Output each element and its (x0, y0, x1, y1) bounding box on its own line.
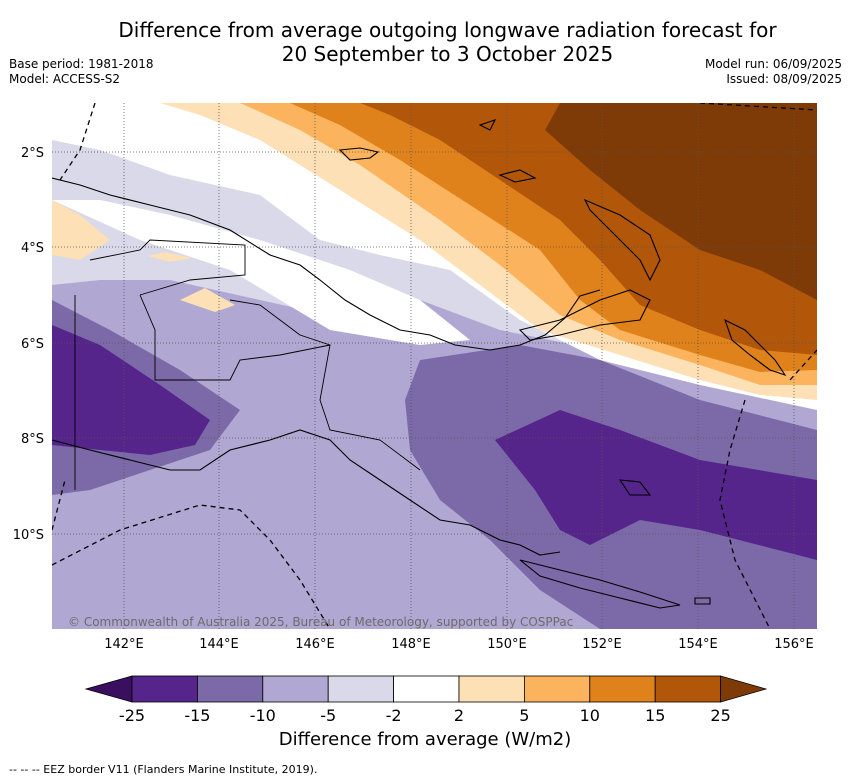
lon-label: 144°E (199, 637, 239, 652)
band-minus25-minus15-east (495, 410, 817, 560)
latitude-labels: 2°S 4°S 6°S 8°S 10°S (13, 146, 44, 543)
model-name: Model: ACCESS-S2 (9, 72, 121, 86)
colorbar-segment (327, 675, 395, 703)
lat-label: 6°S (21, 337, 44, 352)
lon-label: 142°E (104, 637, 144, 652)
colorbar: -25 -15 -10 -5 -2 2 5 10 15 25 (84, 675, 768, 725)
colorbar-tick-label: 10 (580, 706, 600, 725)
colorbar-segment (393, 675, 460, 703)
colorbar-segment (654, 675, 722, 703)
meta-right: Model run: 06/09/2025 Issued: 08/09/2025 (705, 57, 842, 87)
colorbar-tick-label: -15 (184, 706, 210, 725)
colorbar-extend-low (84, 675, 133, 703)
lon-label: 154°E (678, 637, 718, 652)
colorbar-segment (589, 675, 656, 703)
base-period: Base period: 1981-2018 (9, 57, 154, 71)
west-pale-orange-patch-2 (180, 288, 235, 312)
lon-label: 150°E (487, 637, 527, 652)
colorbar-tick-label: -2 (386, 706, 402, 725)
colorbar-tick-label: -25 (119, 706, 145, 725)
credit-text: © Commonwealth of Australia 2025, Bureau… (68, 615, 573, 629)
eez-border (52, 103, 817, 629)
band-minus25-minus15-west (52, 325, 210, 455)
map-title-line1: Difference from average outgoing longwav… (118, 18, 777, 42)
lat-label: 8°S (21, 432, 44, 447)
map-title-line2: 20 September to 3 October 2025 (281, 42, 614, 66)
colorbar-segment (262, 675, 329, 703)
coastline (52, 119, 787, 609)
colorbar-tick-label: 25 (710, 706, 730, 725)
colorbar-title: Difference from average (W/m2) (278, 729, 572, 750)
colorbar-tick-label: 15 (645, 706, 665, 725)
colorbar-extend-high (720, 675, 768, 703)
band-neutral-stripe (52, 200, 470, 345)
model-run: Model run: 06/09/2025 (704, 57, 842, 71)
colorbar-segment (131, 675, 198, 703)
lon-label: 152°E (582, 637, 622, 652)
colorbar-segment (524, 675, 591, 703)
lat-label: 4°S (21, 241, 44, 256)
colorbar-tick-label: -5 (320, 706, 336, 725)
lat-label: 2°S (21, 146, 44, 161)
lon-label: 148°E (391, 637, 431, 652)
colorbar-tick-label: 5 (519, 706, 529, 725)
colorbar-segment (458, 675, 525, 703)
lon-label: 156°E (774, 637, 814, 652)
meta-left: Base period: 1981-2018 Model: ACCESS-S2 (9, 57, 154, 87)
west-pale-orange-patch (52, 200, 110, 260)
province-borders (74, 239, 421, 490)
eez-footer-note: -- -- -- EEZ border V11 (Flanders Marine… (9, 763, 318, 776)
colorbar-tick-label: 2 (454, 706, 464, 725)
band-minus10-minus5-south (52, 290, 600, 629)
graticule (52, 103, 817, 629)
lat-label: 10°S (13, 528, 44, 543)
map-title: Difference from average outgoing longwav… (95, 18, 800, 66)
anomaly-field: © Commonwealth of Australia 2025, Bureau… (52, 103, 817, 629)
colorbar-tick-label: -10 (250, 706, 276, 725)
lon-label: 146°E (295, 637, 335, 652)
issued-date: Issued: 08/09/2025 (726, 72, 842, 86)
colorbar-segment (196, 675, 264, 703)
longitude-labels: 142°E 144°E 146°E 148°E 150°E 152°E 154°… (104, 637, 814, 652)
west-pale-orange-patch-3 (148, 252, 192, 262)
